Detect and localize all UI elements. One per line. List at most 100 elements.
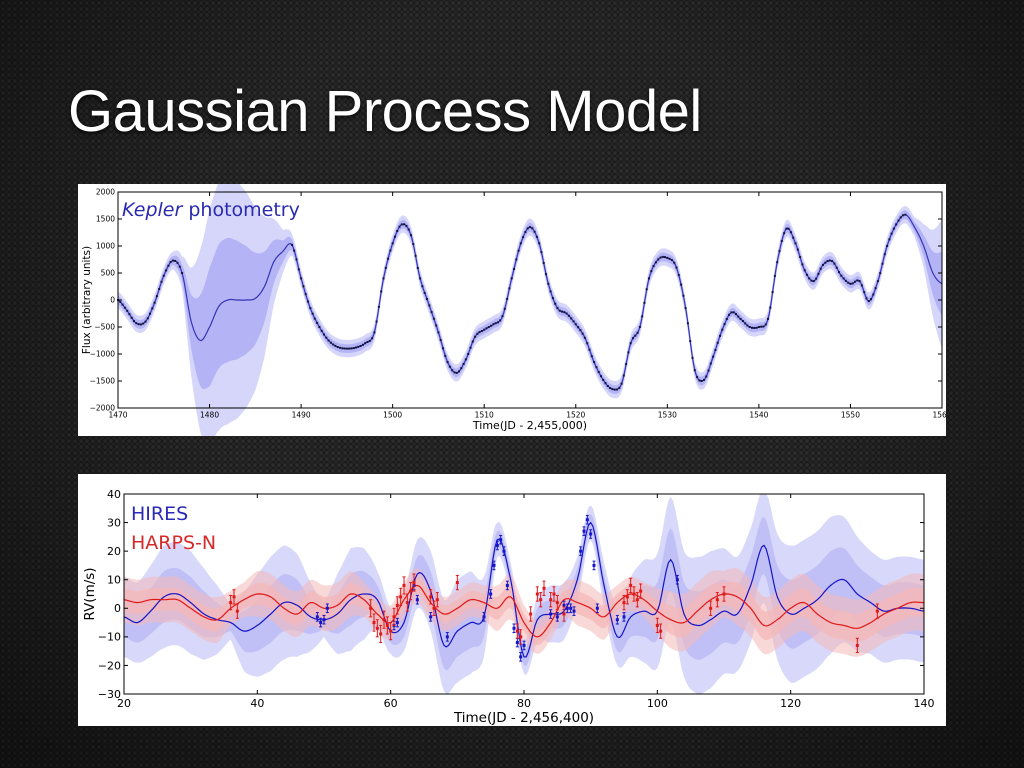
- kepler-data-point: [593, 361, 596, 364]
- kepler-data-point: [831, 260, 834, 263]
- hires-data-point: [322, 618, 326, 622]
- kepler-photometry-chart: 1470 1480 1490 1500 1510 1520 1530 1540 1550 1560…: [81, 175, 952, 446]
- kepler-uncertainty-bands: [118, 175, 942, 446]
- kepler-data-point: [366, 341, 369, 343]
- harps-n-data-point: [542, 586, 546, 590]
- kepler-data-point: [558, 309, 561, 312]
- harps-n-data-point: [555, 601, 559, 605]
- harps-n-data-point: [715, 598, 719, 602]
- rv-x-tick-label: 140: [914, 697, 935, 710]
- kepler-data-point: [410, 234, 412, 237]
- kepler-data-point: [396, 230, 399, 232]
- rv-chart-panel: 20 40 60 80 100 120 140 −30 −20 −10 0 10 20 30 40 HIRE…: [78, 474, 946, 726]
- kepler-data-point: [380, 290, 383, 293]
- harps-n-data-point: [722, 592, 726, 596]
- kepler-data-point: [421, 285, 424, 288]
- hires-data-point: [429, 615, 433, 619]
- kepler-y-tick-label: 2000: [96, 188, 115, 197]
- kepler-y-tick-label: 500: [101, 269, 116, 278]
- kepler-data-point: [764, 323, 767, 326]
- kepler-data-point: [119, 300, 122, 303]
- harps-n-data-point: [455, 581, 459, 585]
- hires-data-point: [445, 635, 449, 639]
- kepler-data-point: [703, 378, 705, 381]
- kepler-data-point: [822, 263, 824, 266]
- kepler-data-point: [503, 307, 506, 310]
- kepler-data-point: [295, 258, 298, 261]
- kepler-data-point: [542, 262, 545, 264]
- kepler-data-point: [638, 326, 641, 328]
- kepler-data-point: [611, 388, 614, 391]
- kepler-data-point: [174, 259, 177, 262]
- hires-data-point: [499, 538, 503, 542]
- kepler-y-tick-label: 1000: [96, 242, 115, 251]
- harps-n-data-point: [409, 589, 413, 593]
- hires-data-point: [585, 518, 589, 522]
- kepler-data-point: [304, 293, 307, 296]
- kepler-data-point: [627, 351, 630, 354]
- hires-data-point: [522, 643, 526, 647]
- kepler-data-point: [666, 256, 669, 259]
- kepler-data-point: [171, 259, 174, 262]
- kepler-data-point: [714, 349, 717, 351]
- kepler-data-point: [162, 274, 165, 277]
- kepler-data-point: [540, 251, 543, 254]
- hires-data-point: [489, 592, 493, 596]
- kepler-data-point: [398, 225, 401, 228]
- kepler-data-point: [355, 346, 357, 349]
- kepler-data-point: [517, 249, 520, 252]
- kepler-data-point: [858, 280, 861, 283]
- kepler-data-point: [442, 347, 444, 350]
- kepler-data-point: [439, 339, 442, 342]
- rv-model-curves: [123, 521, 925, 658]
- kepler-data-point: [293, 249, 296, 252]
- hires-data-point: [492, 563, 496, 567]
- rv-chart: 20 40 60 80 100 120 140 −30 −20 −10 0 10 20 30 40 HIRE…: [82, 488, 935, 726]
- kepler-data-point: [613, 388, 616, 391]
- kepler-data-point: [432, 317, 435, 320]
- hires-data-point: [675, 578, 679, 582]
- hires-data-point: [519, 655, 523, 659]
- kepler-data-point: [302, 285, 305, 288]
- kepler-data-point: [462, 363, 465, 365]
- legend-harps-n: HARPS-N: [131, 532, 216, 554]
- kepler-data-point: [737, 315, 740, 318]
- kepler-data-point: [872, 293, 875, 296]
- kepler-data-point: [771, 291, 774, 294]
- kepler-data-point: [799, 256, 802, 258]
- harps-n-data-point: [659, 629, 663, 633]
- kepler-annotation: Kepler photometry: [122, 199, 300, 221]
- kepler-data-point: [636, 331, 639, 334]
- kepler-data-point: [847, 281, 850, 284]
- kepler-data-point: [320, 329, 323, 332]
- harps-n-data-point: [562, 612, 566, 616]
- kepler-data-point: [865, 297, 868, 300]
- kepler-data-point: [151, 307, 154, 310]
- kepler-data-point: [803, 269, 806, 272]
- kepler-data-point: [311, 312, 314, 315]
- kepler-data-point: [176, 261, 179, 264]
- kepler-data-point: [620, 382, 623, 385]
- kepler-data-point: [851, 282, 854, 285]
- hires-data-point: [562, 603, 566, 607]
- kepler-data-point: [529, 226, 531, 229]
- rv-x-tick-label: 20: [117, 697, 131, 710]
- kepler-data-point: [824, 261, 827, 264]
- kepler-data-point: [307, 300, 309, 303]
- kepler-data-point: [581, 332, 584, 335]
- hires-data-point: [515, 641, 519, 645]
- kepler-data-point: [595, 366, 598, 369]
- harps-n-data-point: [632, 592, 636, 596]
- kepler-data-point: [883, 253, 886, 256]
- kepler-data-point: [476, 332, 479, 335]
- kepler-x-tick-label: 1530: [658, 411, 677, 420]
- kepler-data-point: [840, 274, 843, 277]
- kepler-data-point: [757, 326, 760, 328]
- kepler-data-point: [698, 379, 701, 382]
- kepler-data-point: [350, 347, 353, 350]
- kepler-data-point: [391, 242, 394, 245]
- kepler-data-point: [412, 243, 415, 246]
- kepler-data-point: [300, 277, 303, 280]
- kepler-data-point: [670, 259, 673, 262]
- kepler-data-point: [126, 309, 129, 312]
